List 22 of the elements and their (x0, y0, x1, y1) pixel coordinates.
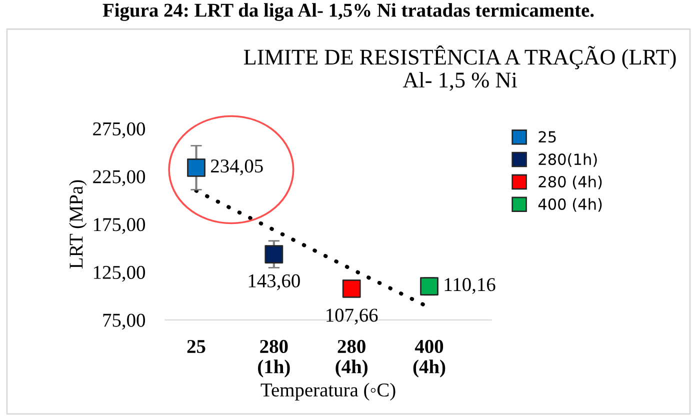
x-tick-label: 280 (1h) (258, 340, 290, 378)
x-tick-label: 280 (4h) (336, 340, 368, 378)
y-tick-label: 275,00 (93, 122, 146, 138)
legend-label: 280 (4h) (538, 176, 602, 190)
y-tick-label: 225,00 (93, 170, 146, 186)
chart-title: LIMITE DE RESISTÊNCIA A TRAÇÃO (LRT) (244, 45, 676, 70)
text: Figura 24: LRT da liga Al- 1,5% Ni tratadas termicamente. (102, 3, 594, 21)
y-tick-label: 125,00 (94, 266, 146, 282)
y-tick-label: 175,00 (94, 218, 146, 234)
chart-subtitle: Al- 1,5 % Ni (402, 72, 517, 91)
x-axis-title: Temperatura (◦C) (260, 382, 396, 401)
x-tick-label: 400 (4h) (413, 340, 446, 378)
legend-label: 400 (4h) (538, 198, 602, 212)
x-tick-label: 25 (187, 340, 206, 354)
data-label: 110,16 (444, 278, 496, 294)
data-label: 143,60 (248, 274, 300, 290)
data-label: 107,66 (326, 308, 378, 325)
legend-label: 25 (538, 131, 556, 143)
y-tick-label: 75,00 (103, 314, 146, 330)
data-label: 234,05 (211, 159, 263, 176)
legend-label: 280(1h) (538, 153, 597, 167)
y-axis-title: LRT (MPa) (69, 180, 87, 269)
